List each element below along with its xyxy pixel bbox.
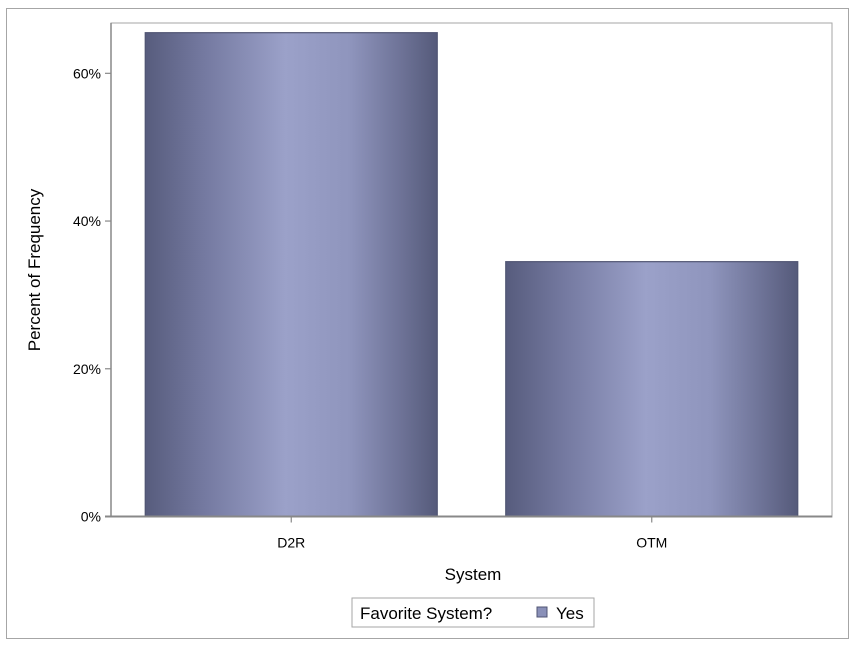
legend-swatch [536, 606, 548, 618]
y-axis: 0% 20% 40% 60% [73, 23, 112, 525]
y-tick-label: 0% [81, 509, 101, 525]
legend: Favorite System? Yes [351, 597, 595, 628]
y-axis-title: Percent of Frequency [25, 188, 44, 351]
x-tick-label: OTM [636, 535, 667, 551]
x-axis-title: System [445, 565, 502, 584]
legend-entry-yes: Yes [556, 604, 584, 623]
y-tick-label: 60% [73, 65, 101, 81]
y-tick-label: 40% [73, 213, 101, 229]
outer-frame [6, 8, 849, 639]
y-tick-label: 20% [73, 361, 101, 377]
legend-box [351, 597, 595, 628]
x-axis: D2R OTM [105, 515, 832, 551]
bar-otm [505, 261, 799, 518]
x-tick-label: D2R [277, 535, 305, 551]
bars-group [144, 32, 799, 518]
bar-d2r [144, 32, 438, 518]
legend-title: Favorite System? [360, 604, 492, 623]
